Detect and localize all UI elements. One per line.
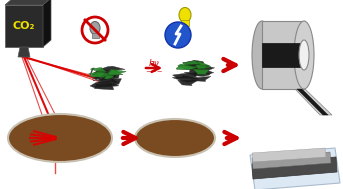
Ellipse shape: [8, 114, 112, 162]
Ellipse shape: [252, 21, 272, 89]
Polygon shape: [184, 72, 211, 76]
Polygon shape: [94, 83, 114, 90]
Polygon shape: [96, 76, 118, 83]
Polygon shape: [193, 69, 209, 74]
Polygon shape: [189, 68, 214, 75]
Polygon shape: [173, 71, 199, 78]
Text: ~~~: ~~~: [145, 69, 163, 75]
Polygon shape: [262, 21, 304, 89]
Polygon shape: [98, 78, 121, 86]
Polygon shape: [89, 73, 106, 77]
Polygon shape: [88, 71, 108, 77]
Polygon shape: [196, 64, 210, 69]
Polygon shape: [172, 75, 199, 82]
Ellipse shape: [135, 119, 215, 157]
Ellipse shape: [299, 40, 309, 70]
Polygon shape: [5, 0, 51, 5]
Polygon shape: [184, 66, 215, 70]
Polygon shape: [250, 148, 340, 189]
Polygon shape: [91, 68, 106, 72]
Polygon shape: [5, 5, 43, 47]
Ellipse shape: [90, 22, 100, 35]
Polygon shape: [252, 152, 331, 169]
Polygon shape: [178, 79, 200, 86]
Polygon shape: [176, 65, 194, 70]
Bar: [92, 33, 98, 38]
Polygon shape: [252, 157, 337, 179]
Text: CO₂: CO₂: [13, 21, 35, 31]
Polygon shape: [107, 70, 126, 75]
Polygon shape: [90, 81, 119, 88]
Circle shape: [165, 22, 191, 48]
Polygon shape: [108, 69, 123, 75]
Polygon shape: [97, 66, 125, 71]
Polygon shape: [262, 43, 304, 67]
Bar: [181, 20, 189, 26]
Polygon shape: [190, 76, 211, 81]
Polygon shape: [104, 75, 114, 79]
Polygon shape: [43, 0, 51, 47]
Ellipse shape: [179, 8, 191, 22]
Polygon shape: [182, 61, 200, 65]
Polygon shape: [95, 74, 119, 81]
Polygon shape: [92, 74, 110, 81]
Text: hν: hν: [149, 59, 159, 67]
Polygon shape: [197, 61, 211, 67]
Polygon shape: [178, 64, 199, 69]
Polygon shape: [18, 47, 30, 57]
Polygon shape: [93, 70, 117, 77]
Polygon shape: [183, 60, 204, 69]
Polygon shape: [184, 63, 209, 71]
Ellipse shape: [294, 21, 314, 89]
Polygon shape: [297, 89, 328, 115]
Polygon shape: [252, 148, 326, 162]
Polygon shape: [295, 89, 332, 115]
Polygon shape: [90, 68, 94, 76]
